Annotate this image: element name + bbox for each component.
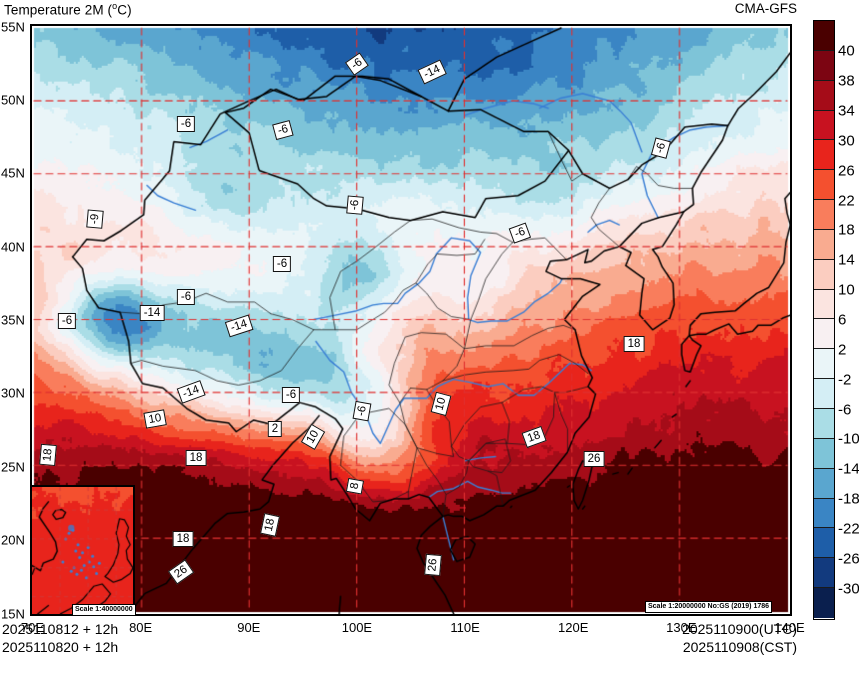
lon-tick-110E: 110E	[450, 620, 480, 635]
colorbar-tick-40: 40	[838, 42, 855, 60]
colorbar-band-8	[814, 259, 834, 290]
colorbar-tick--10: -10	[838, 430, 859, 448]
contour-label: 8	[345, 477, 365, 495]
lat-tick-20N: 20N	[1, 532, 25, 548]
colorbar-tick--14: -14	[838, 460, 859, 478]
colorbar-band-13	[814, 408, 834, 439]
lat-tick-40N: 40N	[1, 239, 25, 255]
colorbar-tick--18: -18	[838, 490, 859, 508]
colorbar-tick-38: 38	[838, 72, 855, 90]
colorbar-tick-2: 2	[838, 341, 847, 359]
colorbar-tick--6: -6	[838, 401, 852, 419]
contour-label: -6	[57, 313, 77, 329]
colorbar-band-15	[814, 468, 834, 499]
lon-tick-90E: 90E	[237, 620, 261, 635]
colorbar-tick--22: -22	[838, 520, 859, 538]
colorbar-tick-14: 14	[838, 251, 855, 269]
contour-label: -6	[352, 400, 372, 422]
colorbar-band-4	[814, 140, 834, 171]
contour-label: 26	[583, 451, 605, 467]
lat-tick-25N: 25N	[1, 459, 25, 475]
contour-label: -6	[176, 116, 196, 132]
contour-label: -6	[281, 387, 301, 403]
colorbar-band-1	[814, 50, 834, 81]
colorbar-band-17	[814, 528, 834, 559]
page-title: Temperature 2M (oC)	[4, 1, 132, 18]
contour-label: -6	[346, 195, 364, 215]
contour-label: 18	[623, 336, 645, 352]
footer-left: 2025110812 + 12h 2025110820 + 12h	[2, 620, 118, 656]
lon-tick-100E: 100E	[341, 620, 373, 635]
colorbar-tick-34: 34	[838, 102, 855, 120]
page-title-text: Temperature 2M (	[4, 2, 113, 18]
inset-map-canvas	[32, 487, 133, 614]
colorbar-tick-10: 10	[838, 281, 855, 299]
colorbar-band-6	[814, 200, 834, 230]
contour-label: 18	[172, 531, 194, 547]
colorbar-tick--2: -2	[838, 371, 852, 389]
colorbar-tick-6: 6	[838, 311, 847, 329]
lon-tick-120E: 120E	[558, 620, 589, 635]
colorbar-band-5	[814, 170, 834, 201]
colorbar-band-7	[814, 229, 834, 260]
init-time-utc: 2025110812 + 12h	[2, 621, 119, 637]
init-time-cst: 2025110820 + 12h	[2, 639, 119, 655]
contour-label: 2	[267, 421, 283, 437]
colorbar-band-2	[814, 80, 834, 111]
colorbar-tick--30: -30	[838, 580, 859, 598]
contour-label: 26	[424, 553, 442, 577]
contour-label: 18	[185, 450, 207, 466]
inset-scale-tag: Scale 1:40000000	[72, 604, 136, 616]
model-label: CMA-GFS	[734, 1, 797, 16]
lon-tick-140E: 140E	[774, 620, 805, 635]
lat-tick-30N: 30N	[1, 385, 25, 401]
colorbar-band-16	[814, 498, 834, 529]
colorbar-band-18	[814, 558, 834, 589]
contour-label: -6	[176, 289, 196, 305]
lat-tick-35N: 35N	[1, 312, 25, 328]
colorbar-band-19	[814, 588, 834, 618]
colorbar-band-12	[814, 379, 834, 409]
degree-symbol: o	[112, 1, 118, 11]
south-china-sea-inset[interactable]	[30, 485, 135, 616]
valid-time-cst: 2025110908(CST)	[682, 639, 797, 655]
contour-label: 18	[39, 443, 57, 467]
footer-right: 2025110900(UTC) 2025110908(CST)	[682, 620, 797, 656]
contour-label: -6	[272, 256, 292, 272]
colorbar-tick-22: 22	[838, 192, 855, 210]
colorbar-band-3	[814, 110, 834, 141]
colorbar-tick-30: 30	[838, 132, 855, 150]
colorbar-band-14	[814, 438, 834, 469]
colorbar-band-11	[814, 349, 834, 380]
lon-tick-80E: 80E	[129, 620, 153, 635]
colorbar-tick--26: -26	[838, 550, 859, 568]
colorbar-tick-26: 26	[838, 162, 855, 180]
lat-tick-45N: 45N	[1, 165, 25, 181]
contour-label: -14	[139, 305, 165, 321]
valid-time-utc: 2025110900(UTC)	[682, 621, 797, 637]
contour-label: -9	[86, 209, 104, 229]
lat-tick-55N: 55N	[1, 19, 25, 34]
lat-tick-15N: 15N	[1, 606, 25, 621]
lon-tick-70E: 70E	[20, 620, 45, 635]
lat-tick-50N: 50N	[1, 92, 25, 108]
lon-tick-130E: 130E	[666, 620, 697, 635]
colorbar-band-0	[814, 21, 834, 51]
temperature-colorbar[interactable]	[813, 20, 835, 620]
colorbar-band-9	[814, 289, 834, 320]
page-title-unit: C)	[117, 2, 132, 18]
colorbar-band-10	[814, 319, 834, 350]
map-scale-tag: Scale 1:20000000 No:GS (2019) 1786	[645, 601, 773, 613]
colorbar-tick-18: 18	[838, 221, 855, 239]
